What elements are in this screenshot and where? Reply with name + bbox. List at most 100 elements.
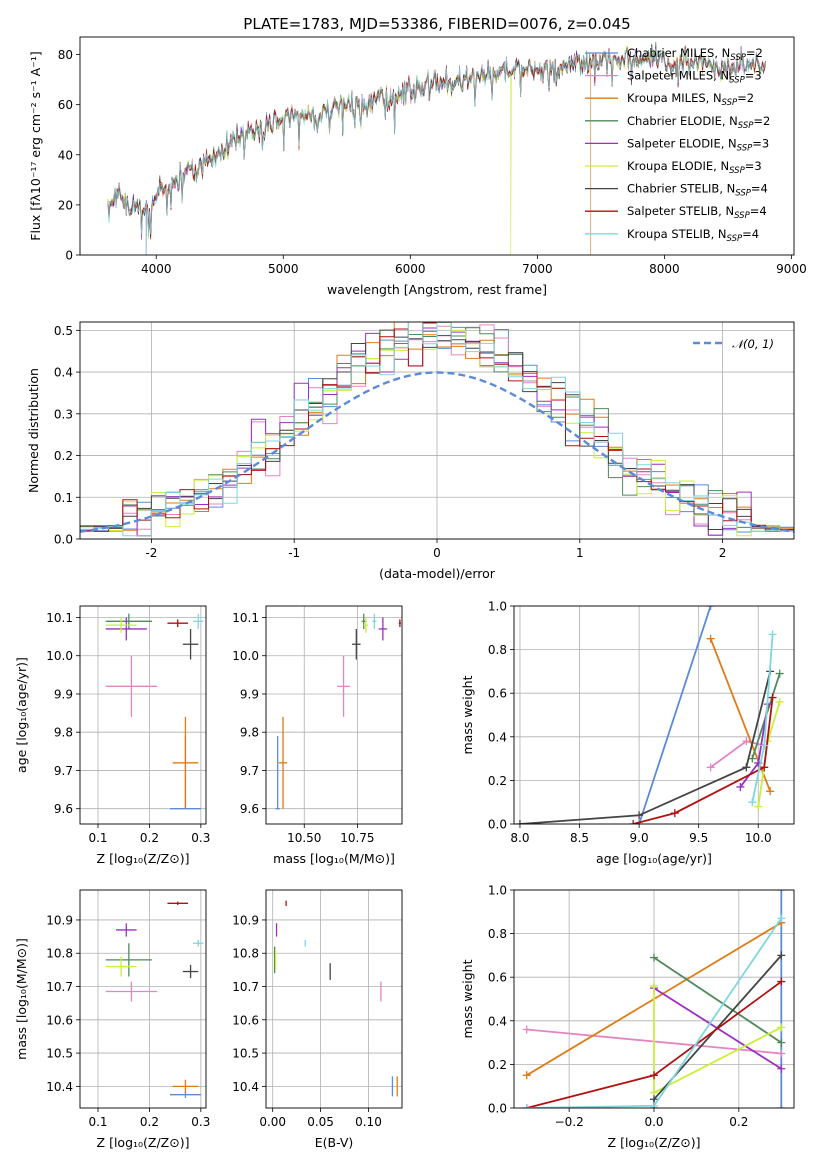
- y-tick-label: 0.5: [54, 324, 73, 338]
- errorbar-kroupa-elodie: [105, 617, 137, 633]
- y-tick-label: 0.0: [488, 1102, 507, 1116]
- weight-marker: [777, 914, 786, 923]
- weight-marker: [522, 1104, 531, 1108]
- legend-suffix: =2: [753, 114, 770, 128]
- weight-marker: [777, 1064, 786, 1073]
- weight-marker: [650, 981, 658, 990]
- errorbar-salpeter-stelib: [398, 619, 401, 628]
- y-tick-label: 0.2: [54, 449, 73, 463]
- y-tick-label: 0.4: [488, 730, 507, 744]
- x-tick-label: 8.0: [510, 831, 529, 845]
- panel-mass-vs-Z: 0.1 0.2 0.3 10.4 10.5 10.6 10.7 10.8 10.9 Z [log₁…: [14, 889, 210, 1150]
- legend-subscript: SSP: [735, 189, 751, 199]
- plot-area: [105, 901, 204, 1099]
- y-tick-label: 1.0: [488, 884, 507, 898]
- x-tick-label: 0.10: [355, 1115, 382, 1129]
- x-tick-label: 0.1: [88, 831, 107, 845]
- y-tick-label: 9.6: [54, 802, 73, 816]
- y-tick-label: 0.1: [54, 491, 73, 505]
- errorbar-kroupa-elodie: [363, 617, 368, 633]
- legend-text: Chabrier MILES, N: [627, 46, 730, 60]
- weight-series-chabrier-miles: [635, 606, 715, 824]
- x-tick-label: 0.00: [259, 1115, 286, 1129]
- weight-marker: [742, 737, 751, 746]
- panel-mass-weight-vs-age: 8.0 8.5 9.0 9.5 10.0 0.0 0.2 0.4 0.6 0.8 1.0 age [l…: [460, 600, 795, 866]
- x-tick-label: 4000: [141, 262, 172, 276]
- y-tick-label: 10.8: [232, 947, 259, 961]
- weight-marker: [748, 754, 757, 763]
- legend-entry-salpeter-elodie: Salpeter ELODIE, NSSP=3: [627, 136, 769, 153]
- errorbar-chabrier-stelib: [182, 628, 199, 660]
- weight-marker: [777, 977, 786, 986]
- y-tick-label: 60: [58, 98, 73, 112]
- errorbar-salpeter-elodie: [105, 617, 147, 641]
- x-axis-label: Z [log₁₀(Z/Z⊙)]: [97, 851, 190, 866]
- axes-frame: [79, 889, 207, 1109]
- weight-marker: [706, 763, 715, 772]
- gridlines: [80, 606, 206, 824]
- y-axis-label: Normed distribution: [26, 368, 41, 493]
- errorbar-kroupa-miles: [172, 716, 199, 809]
- figure-title: PLATE=1783, MJD=53386, FIBERID=0076, z=0…: [243, 15, 630, 33]
- x-tick-label: 10.0: [745, 831, 772, 845]
- weight-marker: [629, 820, 638, 824]
- x-tick-label: 2: [719, 546, 727, 560]
- legend-text: Kroupa STELIB, N: [627, 227, 727, 241]
- legend-text: Kroupa MILES, N: [627, 91, 722, 105]
- weight-marker: [775, 697, 784, 706]
- errorbar-chabrier-stelib: [352, 628, 361, 660]
- weight-marker: [736, 782, 745, 791]
- errorbar-kroupa-stelib: [193, 939, 204, 947]
- x-tick-label: 0.3: [191, 831, 210, 845]
- legend-suffix: =4: [750, 204, 767, 218]
- legend-text: Salpeter ELODIE, N: [627, 136, 737, 150]
- legend-subscript: SSP: [722, 98, 738, 108]
- legend-text: Chabrier ELODIE, N: [627, 114, 738, 128]
- x-axis-label: (data-model)/error: [379, 566, 496, 581]
- errorbar-kroupa-stelib: [372, 613, 377, 629]
- weight-series-salpeter-stelib: [629, 693, 777, 824]
- errorbar-salpeter-elodie: [378, 617, 388, 641]
- y-tick-label: 0.4: [488, 1014, 507, 1028]
- weight-series-chabrier-elodie: [650, 953, 786, 1047]
- weight-marker: [706, 606, 715, 610]
- errorbar-chabrier-elodie: [105, 613, 152, 629]
- gridlines: [266, 890, 402, 1108]
- y-axis-label: mass weight: [460, 959, 475, 1038]
- axes-frame: [79, 321, 795, 540]
- weight-marker: [768, 630, 777, 639]
- x-tick-label: 8.5: [570, 831, 589, 845]
- y-tick-label: 0.2: [488, 774, 507, 788]
- y-axis-label: Flux [fλ10⁻¹⁷ erg cm⁻² s⁻¹ A⁻¹]: [28, 51, 43, 240]
- legend-suffix: =4: [751, 182, 768, 196]
- y-tick-label: 0.4: [54, 366, 73, 380]
- plot-area: [105, 613, 204, 810]
- y-tick-label: 0.6: [488, 971, 507, 985]
- x-tick-label: 6000: [395, 262, 426, 276]
- panel-age-vs-mass: 10.50 10.75 9.6 9.7 9.8 9.9 10.0 10.1 mass [log₁…: [232, 605, 403, 866]
- y-tick-label: 10.9: [232, 913, 259, 927]
- weight-marker: [635, 820, 644, 824]
- legend-subscript: SSP: [729, 166, 745, 176]
- histogram-kroupa-stelib: [80, 322, 794, 539]
- legend-text: Chabrier STELIB, N: [627, 182, 735, 196]
- legend-text: Salpeter MILES, N: [627, 69, 729, 83]
- y-tick-label: 10.7: [232, 980, 259, 994]
- x-axis-label: wavelength [Angstrom, rest frame]: [327, 282, 547, 297]
- weight-marker: [777, 890, 786, 894]
- x-tick-label: 0.3: [191, 1115, 210, 1129]
- weight-marker: [522, 1025, 531, 1034]
- y-tick-label: 10.6: [46, 1013, 73, 1027]
- legend-subscript: SSP: [730, 53, 746, 63]
- legend-entry-chabrier-stelib: Chabrier STELIB, NSSP=4: [627, 182, 768, 199]
- x-tick-label: 0.1: [88, 1115, 107, 1129]
- panel-residuals: -2 -1 0 1 2 0.0 0.1 0.2 0.3 0.4 0.5 (data-model)/er…: [26, 321, 795, 581]
- legend-entry-salpeter-stelib: Salpeter STELIB, NSSP=4: [627, 204, 767, 221]
- gridlines: [80, 890, 206, 1108]
- weight-marker: [777, 1104, 786, 1108]
- x-tick-label: 9.5: [689, 831, 708, 845]
- weight-series-kroupa-elodie: [650, 981, 786, 1097]
- axes-frame: [79, 36, 795, 256]
